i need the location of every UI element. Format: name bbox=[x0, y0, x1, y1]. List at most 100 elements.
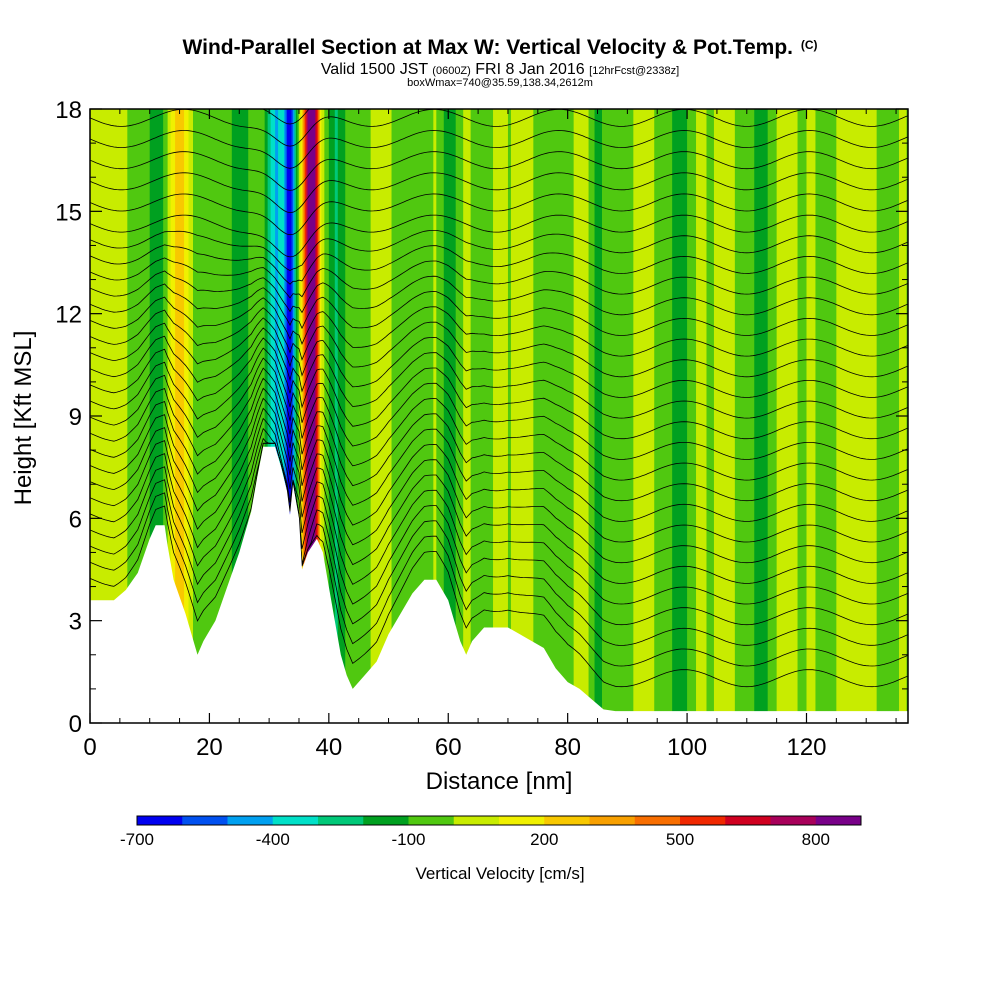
velocity-column bbox=[146, 109, 149, 723]
velocity-column bbox=[161, 109, 164, 723]
velocity-column bbox=[384, 109, 387, 723]
isentrope-line bbox=[90, 337, 908, 440]
velocity-column bbox=[806, 109, 809, 723]
velocity-column bbox=[658, 109, 661, 723]
velocity-column bbox=[824, 109, 827, 723]
velocity-column bbox=[785, 109, 788, 723]
velocity-column bbox=[443, 109, 446, 723]
velocity-column bbox=[513, 109, 517, 723]
velocity-column bbox=[522, 109, 525, 723]
velocity-column bbox=[831, 109, 834, 723]
velocity-column bbox=[401, 109, 405, 723]
velocity-column bbox=[851, 109, 854, 723]
colorbar-swatch bbox=[680, 816, 726, 825]
velocity-column bbox=[457, 109, 460, 723]
colorbar-tick-label: 200 bbox=[530, 830, 558, 849]
velocity-column bbox=[663, 109, 666, 723]
velocity-column bbox=[579, 109, 582, 723]
velocity-column bbox=[648, 109, 651, 723]
velocity-column bbox=[572, 109, 575, 723]
velocity-column bbox=[404, 109, 408, 723]
velocity-column bbox=[484, 109, 487, 723]
velocity-column bbox=[642, 109, 645, 723]
velocity-column bbox=[140, 109, 143, 723]
velocity-column bbox=[819, 109, 823, 723]
x-tick-label: 120 bbox=[786, 734, 826, 761]
velocity-column bbox=[330, 109, 333, 723]
velocity-column bbox=[279, 109, 282, 723]
velocity-column bbox=[367, 109, 370, 723]
velocity-column bbox=[301, 109, 305, 723]
velocity-column bbox=[822, 109, 826, 723]
velocity-column bbox=[337, 109, 340, 723]
velocity-column bbox=[688, 109, 691, 723]
title-text: Wind-Parallel Section at Max W: Vertical… bbox=[182, 36, 793, 59]
velocity-column bbox=[112, 109, 115, 723]
valid-zulu: (0600Z) bbox=[432, 65, 471, 77]
velocity-column bbox=[676, 109, 679, 723]
velocity-column bbox=[557, 109, 560, 723]
velocity-column bbox=[485, 109, 488, 723]
velocity-column bbox=[272, 109, 275, 723]
velocity-column bbox=[152, 109, 155, 723]
velocity-column bbox=[315, 109, 318, 723]
velocity-column bbox=[757, 109, 760, 723]
x-axis-label: Distance [nm] bbox=[425, 768, 573, 795]
velocity-column bbox=[448, 109, 451, 723]
velocity-column bbox=[400, 109, 403, 723]
velocity-column bbox=[510, 109, 514, 723]
copyright-mark: (C) bbox=[800, 38, 818, 52]
velocity-column bbox=[463, 109, 466, 723]
velocity-column bbox=[318, 109, 321, 723]
velocity-column bbox=[834, 109, 837, 723]
velocity-column bbox=[628, 109, 631, 723]
colorbar-swatch bbox=[408, 816, 455, 825]
velocity-column bbox=[875, 109, 878, 723]
velocity-column bbox=[604, 109, 608, 723]
colorbar-swatch bbox=[272, 816, 319, 825]
velocity-column bbox=[534, 109, 537, 723]
velocity-column bbox=[270, 109, 273, 723]
velocity-column bbox=[802, 109, 805, 723]
velocity-column bbox=[743, 109, 746, 723]
velocity-column bbox=[110, 109, 113, 723]
velocity-column bbox=[312, 109, 315, 723]
velocity-column bbox=[639, 109, 642, 723]
velocity-column bbox=[737, 109, 740, 723]
isentrope-line bbox=[90, 397, 908, 564]
velocity-column bbox=[134, 109, 137, 723]
velocity-column bbox=[525, 109, 528, 723]
velocity-column bbox=[815, 109, 818, 723]
velocity-column bbox=[728, 109, 731, 723]
velocity-column bbox=[587, 109, 590, 723]
velocity-column bbox=[512, 109, 515, 723]
velocity-column bbox=[800, 109, 803, 723]
velocity-column bbox=[736, 109, 739, 723]
velocity-column bbox=[493, 109, 496, 723]
velocity-column bbox=[228, 109, 231, 723]
velocity-column bbox=[373, 109, 376, 723]
velocity-column bbox=[524, 109, 527, 723]
velocity-column bbox=[391, 109, 394, 723]
velocity-column bbox=[578, 109, 581, 723]
isentrope-line bbox=[90, 317, 908, 398]
velocity-column bbox=[715, 109, 718, 723]
velocity-column bbox=[300, 109, 303, 723]
velocity-column bbox=[218, 109, 221, 723]
velocity-column bbox=[582, 109, 585, 723]
velocity-column bbox=[282, 109, 285, 723]
velocity-column bbox=[188, 109, 191, 723]
velocity-column bbox=[475, 109, 478, 723]
velocity-column bbox=[494, 109, 497, 723]
isentrope-line bbox=[90, 214, 908, 258]
velocity-column bbox=[890, 109, 893, 723]
velocity-column bbox=[294, 109, 297, 723]
velocity-column bbox=[805, 109, 808, 723]
colorbar-frame bbox=[136, 815, 862, 826]
isentrope-line bbox=[90, 230, 908, 272]
velocity-column bbox=[476, 109, 479, 723]
isentrope-line bbox=[90, 367, 908, 502]
velocity-column bbox=[482, 109, 485, 723]
velocity-column bbox=[769, 109, 772, 723]
velocity-column bbox=[133, 109, 136, 723]
